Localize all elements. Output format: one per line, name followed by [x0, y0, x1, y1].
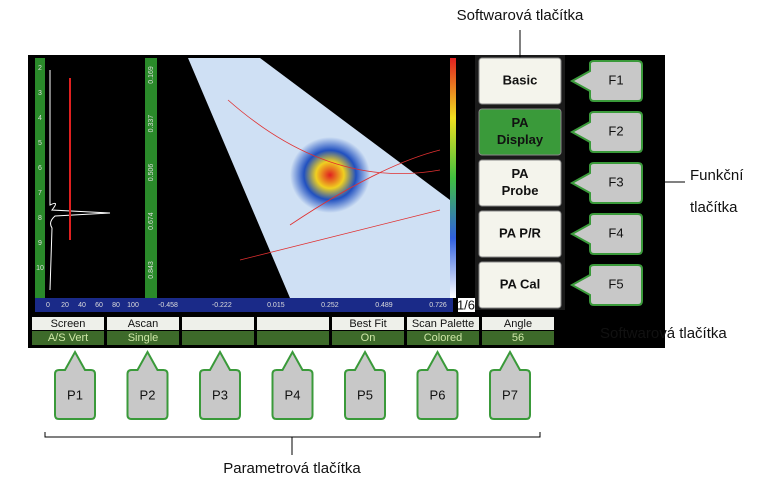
softkey-label: PA Cal	[500, 276, 540, 291]
tick-label: 0.726	[429, 302, 447, 309]
parameter-key[interactable]	[418, 352, 458, 419]
tick-label: 3	[38, 90, 42, 97]
tick-label: 0.169	[148, 66, 155, 84]
parameter-key-label: P2	[140, 387, 156, 402]
softkey-label: PA	[511, 166, 529, 181]
color-bar	[450, 58, 456, 298]
softkey-label: Probe	[502, 183, 539, 198]
tick-label: -0.222	[212, 302, 232, 309]
softkey-label: PA	[511, 115, 529, 130]
bracket	[45, 432, 540, 455]
function-key-label: F3	[608, 174, 623, 189]
parameter-key[interactable]	[273, 352, 313, 419]
tick-label: 7	[38, 190, 42, 197]
parameter-key-label: P7	[502, 387, 518, 402]
param-name: Scan Palette	[412, 318, 474, 330]
callout: tlačítka	[690, 199, 738, 216]
tick-label: 10	[36, 265, 44, 272]
param-value: 56	[512, 332, 524, 344]
tick-label: 60	[95, 302, 103, 309]
param-value: On	[361, 332, 376, 344]
param-value-cell[interactable]	[182, 331, 254, 345]
parameter-key-label: P6	[430, 387, 446, 402]
tick-label: 8	[38, 215, 42, 222]
tick-label: 0.252	[321, 302, 339, 309]
param-name-cell[interactable]	[182, 317, 254, 330]
tick-label: 4	[38, 115, 42, 122]
function-key-label: F1	[608, 72, 623, 87]
function-key-label: F5	[608, 276, 623, 291]
parameter-key-label: P1	[67, 387, 83, 402]
tick-label: 80	[112, 302, 120, 309]
softkey-label: Basic	[503, 72, 538, 87]
parameter-key[interactable]	[200, 352, 240, 419]
tick-label: 0	[46, 302, 50, 309]
tick-label: 0.506	[148, 164, 155, 182]
parameter-key-label: P5	[357, 387, 373, 402]
softkey-label: Display	[497, 132, 544, 147]
param-name: Screen	[51, 318, 86, 330]
param-value: A/S Vert	[48, 332, 88, 344]
softkey-label: PA P/R	[499, 225, 542, 240]
tick-label: 2	[38, 65, 42, 72]
param-value-cell[interactable]	[257, 331, 329, 345]
param-name: Best Fit	[349, 318, 386, 330]
tick-label: 0.337	[148, 115, 155, 133]
tick-label: 0.674	[148, 212, 155, 230]
device-diagram: Softwarová tlačítka Funkční tlačítka Sof…	[0, 0, 783, 484]
param-value: Colored	[424, 332, 463, 344]
tick-label: 5	[38, 140, 42, 147]
callout: Softwarová tlačítka	[457, 7, 584, 24]
callout: Parametrová tlačítka	[223, 460, 361, 477]
tick-label: 0.843	[148, 261, 155, 279]
tick-label: -0.458	[158, 302, 178, 309]
parameter-key-label: P4	[285, 387, 301, 402]
page-indicator: 1/6	[457, 297, 475, 312]
function-key-label: F2	[608, 123, 623, 138]
tick-label: 20	[61, 302, 69, 309]
parameter-key[interactable]	[128, 352, 168, 419]
indication	[290, 137, 370, 213]
param-name-cell[interactable]	[257, 317, 329, 330]
tick-label: 9	[38, 240, 42, 247]
param-name: Angle	[504, 318, 532, 330]
tick-label: 40	[78, 302, 86, 309]
param-value: Single	[128, 332, 159, 344]
tick-label: 0.489	[375, 302, 393, 309]
param-name: Ascan	[128, 318, 159, 330]
parameter-key[interactable]	[55, 352, 95, 419]
function-key-label: F4	[608, 225, 623, 240]
callout: Funkční	[690, 167, 744, 184]
parameter-key[interactable]	[345, 352, 385, 419]
tick-label: 0.015	[267, 302, 285, 309]
parameter-key[interactable]	[490, 352, 530, 419]
callout: Softwarová tlačítka	[600, 325, 727, 342]
tick-label: 100	[127, 302, 139, 309]
tick-label: 6	[38, 165, 42, 172]
parameter-key-label: P3	[212, 387, 228, 402]
